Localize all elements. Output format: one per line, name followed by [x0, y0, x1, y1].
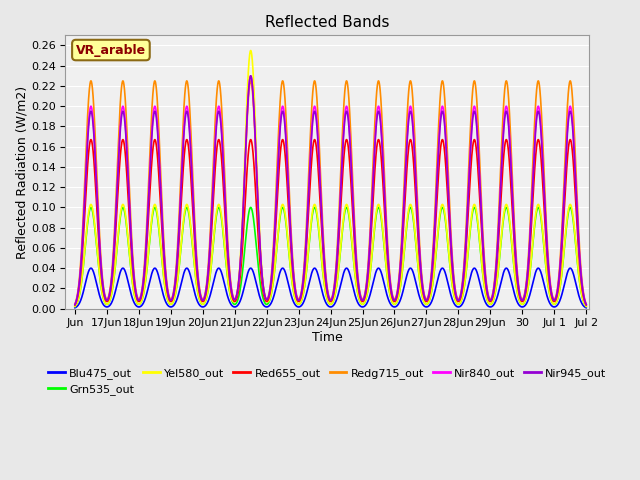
Blu475_out	[87, 265, 95, 271]
Line: Nir945_out: Nir945_out	[75, 76, 586, 304]
Red655_out	[312, 138, 319, 144]
Red655_out	[369, 200, 377, 206]
Red655_out	[461, 261, 468, 267]
Redg715_out	[582, 301, 590, 307]
Grn535_out	[312, 205, 319, 211]
X-axis label: Time: Time	[312, 331, 343, 344]
Line: Grn535_out: Grn535_out	[75, 207, 586, 307]
Redg715_out	[268, 271, 275, 276]
Nir840_out	[89, 113, 97, 119]
Blu475_out	[383, 291, 390, 297]
Nir840_out	[312, 105, 319, 111]
Red655_out	[383, 246, 390, 252]
Nir840_out	[582, 301, 590, 307]
Redg715_out	[87, 78, 95, 84]
Text: VR_arable: VR_arable	[76, 44, 146, 57]
Nir945_out	[461, 254, 468, 260]
Yel580_out	[71, 303, 79, 309]
Red655_out	[89, 146, 97, 152]
Grn535_out	[383, 270, 390, 276]
Nir945_out	[71, 301, 79, 307]
Nir840_out	[383, 234, 390, 240]
Grn535_out	[582, 304, 590, 310]
Nir945_out	[89, 118, 97, 124]
Yel580_out	[268, 289, 275, 295]
Title: Reflected Bands: Reflected Bands	[265, 15, 390, 30]
Redg715_out	[369, 164, 377, 169]
Yel580_out	[312, 203, 319, 208]
Redg715_out	[89, 90, 97, 96]
Yel580_out	[461, 278, 468, 284]
Grn535_out	[461, 279, 468, 285]
Nir840_out	[461, 252, 468, 258]
Blu475_out	[71, 305, 79, 311]
Nir840_out	[247, 73, 255, 79]
Nir945_out	[582, 301, 590, 307]
Blu475_out	[369, 280, 377, 286]
Blu475_out	[312, 265, 319, 271]
Yel580_out	[582, 303, 590, 309]
Line: Red655_out: Red655_out	[75, 140, 586, 305]
Nir840_out	[369, 180, 377, 185]
Red655_out	[71, 302, 79, 308]
Line: Redg715_out: Redg715_out	[75, 81, 586, 304]
Grn535_out	[71, 304, 79, 310]
Red655_out	[582, 302, 590, 308]
Line: Blu475_out: Blu475_out	[75, 268, 586, 308]
Blu475_out	[582, 305, 590, 311]
Grn535_out	[268, 290, 275, 296]
Blu475_out	[461, 295, 468, 301]
Legend: Blu475_out, Grn535_out, Yel580_out, Red655_out, Redg715_out, Nir840_out, Nir945_: Blu475_out, Grn535_out, Yel580_out, Red6…	[44, 363, 611, 400]
Blu475_out	[89, 267, 97, 273]
Yel580_out	[369, 240, 377, 246]
Yel580_out	[247, 48, 255, 53]
Blu475_out	[268, 300, 275, 305]
Red655_out	[268, 280, 275, 286]
Y-axis label: Reflected Radiation (W/m2): Reflected Radiation (W/m2)	[15, 85, 28, 259]
Line: Yel580_out: Yel580_out	[75, 50, 586, 306]
Nir945_out	[268, 275, 275, 281]
Redg715_out	[71, 301, 79, 307]
Grn535_out	[87, 204, 95, 210]
Nir945_out	[369, 182, 377, 188]
Line: Nir840_out: Nir840_out	[75, 76, 586, 304]
Nir945_out	[383, 236, 390, 241]
Grn535_out	[89, 210, 97, 216]
Nir945_out	[312, 110, 319, 116]
Red655_out	[87, 137, 95, 143]
Yel580_out	[89, 206, 97, 212]
Yel580_out	[383, 269, 390, 275]
Nir840_out	[268, 275, 275, 280]
Grn535_out	[369, 242, 377, 248]
Redg715_out	[461, 246, 468, 252]
Nir945_out	[247, 73, 255, 79]
Nir840_out	[71, 301, 79, 307]
Redg715_out	[312, 80, 319, 86]
Redg715_out	[383, 225, 390, 230]
